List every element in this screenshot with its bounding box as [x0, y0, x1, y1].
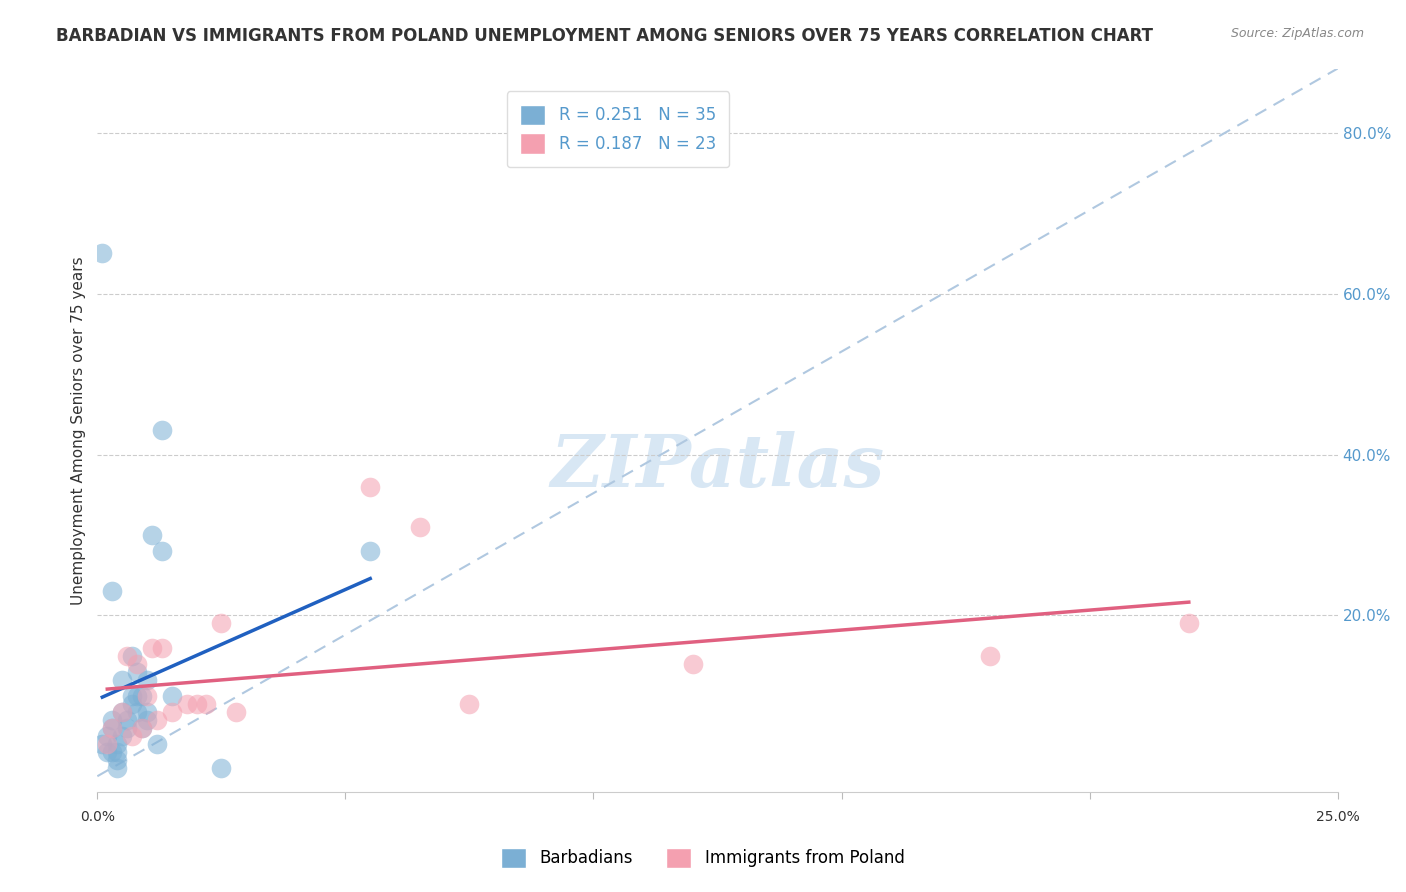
- Point: [121, 689, 143, 703]
- Point: [176, 697, 198, 711]
- Point: [359, 544, 381, 558]
- Text: Source: ZipAtlas.com: Source: ZipAtlas.com: [1230, 27, 1364, 40]
- Point: [105, 737, 128, 751]
- Text: ZIPatlas: ZIPatlas: [550, 431, 884, 502]
- Point: [121, 648, 143, 663]
- Point: [195, 697, 218, 711]
- Legend: Barbadians, Immigrants from Poland: Barbadians, Immigrants from Poland: [495, 841, 911, 875]
- Point: [125, 665, 148, 679]
- Point: [136, 689, 159, 703]
- Point: [131, 721, 153, 735]
- Point: [96, 729, 118, 743]
- Point: [131, 689, 153, 703]
- Point: [225, 705, 247, 719]
- Point: [105, 761, 128, 775]
- Point: [91, 246, 114, 260]
- Point: [136, 673, 159, 687]
- Point: [150, 424, 173, 438]
- Y-axis label: Unemployment Among Seniors over 75 years: Unemployment Among Seniors over 75 years: [72, 256, 86, 605]
- Point: [979, 648, 1001, 663]
- Point: [111, 729, 134, 743]
- Point: [409, 520, 432, 534]
- Point: [160, 705, 183, 719]
- Point: [101, 721, 124, 735]
- Point: [682, 657, 704, 671]
- Point: [125, 705, 148, 719]
- Point: [136, 713, 159, 727]
- Point: [359, 480, 381, 494]
- Text: 25.0%: 25.0%: [1316, 811, 1360, 824]
- Point: [101, 745, 124, 759]
- Point: [125, 657, 148, 671]
- Point: [101, 584, 124, 599]
- Point: [91, 737, 114, 751]
- Point: [121, 697, 143, 711]
- Text: BARBADIAN VS IMMIGRANTS FROM POLAND UNEMPLOYMENT AMONG SENIORS OVER 75 YEARS COR: BARBADIAN VS IMMIGRANTS FROM POLAND UNEM…: [56, 27, 1153, 45]
- Point: [101, 721, 124, 735]
- Point: [105, 753, 128, 767]
- Point: [458, 697, 481, 711]
- Point: [146, 713, 169, 727]
- Point: [209, 761, 232, 775]
- Point: [160, 689, 183, 703]
- Point: [186, 697, 208, 711]
- Text: 0.0%: 0.0%: [80, 811, 115, 824]
- Point: [141, 640, 163, 655]
- Point: [125, 689, 148, 703]
- Point: [105, 745, 128, 759]
- Point: [1178, 616, 1201, 631]
- Point: [111, 673, 134, 687]
- Point: [121, 729, 143, 743]
- Point: [146, 737, 169, 751]
- Point: [150, 544, 173, 558]
- Point: [101, 713, 124, 727]
- Point: [209, 616, 232, 631]
- Point: [96, 745, 118, 759]
- Point: [115, 648, 138, 663]
- Point: [115, 721, 138, 735]
- Point: [111, 705, 134, 719]
- Point: [96, 737, 118, 751]
- Legend: R = 0.251   N = 35, R = 0.187   N = 23: R = 0.251 N = 35, R = 0.187 N = 23: [508, 91, 730, 167]
- Point: [136, 705, 159, 719]
- Point: [141, 528, 163, 542]
- Point: [115, 713, 138, 727]
- Point: [131, 721, 153, 735]
- Point: [150, 640, 173, 655]
- Point: [111, 705, 134, 719]
